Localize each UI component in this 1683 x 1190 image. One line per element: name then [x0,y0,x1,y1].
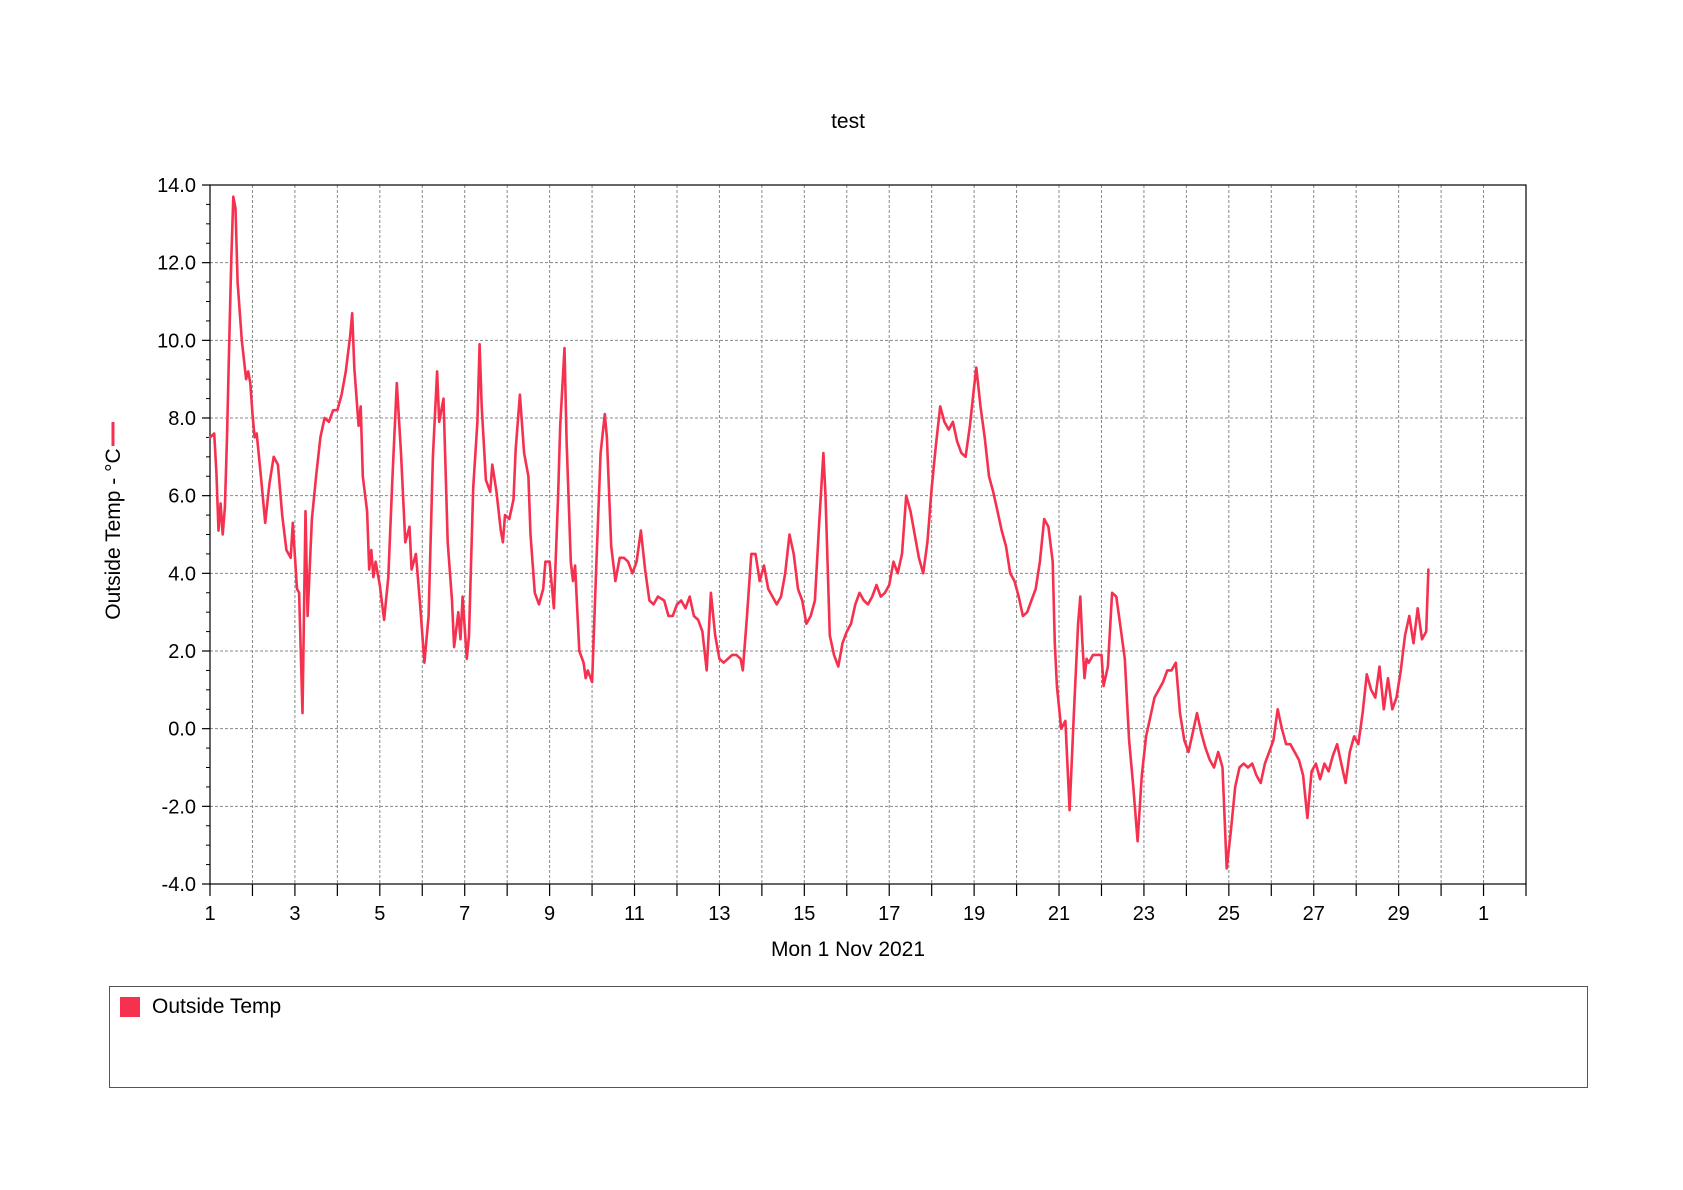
legend: Outside Temp [109,986,1588,1088]
y-tick-label: 0.0 [168,719,196,741]
y-tick-label: -2.0 [162,796,196,818]
y-axis-label: Outside Temp - °C [102,448,125,619]
y-tick-label: 4.0 [168,563,196,585]
legend-label: Outside Temp [152,995,282,1018]
x-tick-label: 17 [878,903,900,925]
y-tick-label: -4.0 [162,874,196,896]
x-tick-label: 13 [708,903,730,925]
y-tick-label: 8.0 [168,408,196,430]
y-tick-label: 6.0 [168,486,196,508]
x-tick-label: 7 [459,903,470,925]
x-tick-label: 11 [624,903,645,925]
x-tick-label: 27 [1303,903,1325,925]
y-tick-label: 12.0 [157,253,196,275]
chart-title: test [831,110,865,133]
x-tick-label: 19 [963,903,985,925]
legend-swatch [120,997,140,1017]
x-axis-label: Mon 1 Nov 2021 [771,938,925,961]
x-tick-label: 1 [204,903,215,925]
series-line-outside-temp [208,195,1430,870]
x-tick-label: 15 [793,903,815,925]
x-tick-label: 1 [1478,903,1489,925]
chart-grid [209,184,1527,885]
x-axis: 1 3 5 7 9 11 13 15 17 19 21 23 25 27 29 1 [204,884,1527,925]
y-tick-label: 10.0 [157,330,196,352]
x-tick-label: 3 [289,903,300,925]
y-axis: 14.0 12.0 10.0 8.0 6.0 4.0 2.0 0.0 -2.0 -4.0 [157,175,210,896]
x-tick-label: 25 [1218,903,1240,925]
x-tick-label: 5 [374,903,385,925]
x-tick-label: 23 [1133,903,1155,925]
x-tick-label: 21 [1048,903,1070,925]
x-tick-label: 9 [544,903,555,925]
series-layer [208,195,1430,870]
y-tick-label: 2.0 [168,641,196,663]
y-tick-label: 14.0 [157,175,196,197]
x-tick-label: 29 [1388,903,1410,925]
legend-item: Outside Temp [120,995,281,1019]
